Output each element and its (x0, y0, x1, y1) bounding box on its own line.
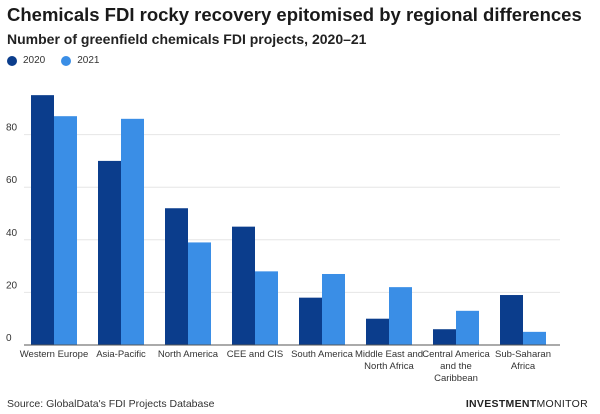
x-tick-label-line: Africa (511, 361, 536, 372)
axes: 0 20 40 60 80 Western Europe Asia-Pacific North… (6, 123, 560, 384)
chart-legend: 2020 2021 (7, 55, 100, 66)
bar-2020 (31, 95, 54, 346)
bar-2020 (232, 226, 255, 345)
chart-title: Chemicals FDI rocky recovery epitomised … (7, 4, 582, 25)
bar-2020 (299, 297, 322, 345)
x-tick-label-line: Sub-Saharan (495, 349, 551, 360)
y-tick-label: 40 (6, 228, 18, 239)
x-tick-label: Middle East and North Africa (355, 349, 423, 372)
brand-logo: INVESTMENTMONITOR (466, 398, 588, 410)
brand-logo-regular: MONITOR (536, 398, 588, 410)
bar-2021 (322, 273, 345, 345)
x-tick-label-line: Middle East and (355, 349, 423, 360)
x-tick-label: CEE and CIS (227, 349, 284, 360)
legend-label-2020: 2020 (23, 55, 46, 66)
y-tick-label: 0 (6, 333, 12, 344)
legend-swatch-2021 (61, 55, 72, 66)
x-tick-label-line: and the (440, 361, 472, 372)
bars (31, 95, 546, 346)
bar-2021 (121, 118, 144, 345)
bar-2021 (188, 242, 211, 345)
legend-item-2020: 2020 (7, 55, 45, 66)
x-tick-label-line: Central America (422, 349, 490, 360)
x-tick-label: South America (291, 349, 353, 360)
bar-2021 (456, 310, 479, 345)
bar-2020 (500, 295, 523, 345)
bar-2020 (165, 208, 188, 345)
legend-label-2021: 2021 (77, 55, 100, 66)
x-tick-label-line: Caribbean (434, 373, 478, 384)
x-tick-label-line: North America (158, 349, 219, 360)
x-tick-label: Western Europe (20, 349, 88, 360)
y-tick-label: 60 (6, 175, 18, 186)
bar-2021 (389, 287, 412, 345)
bar-2020 (433, 329, 456, 345)
bar-2020 (366, 318, 389, 345)
x-tick-label: Sub-Saharan Africa (495, 349, 551, 372)
bar-2021 (54, 116, 77, 345)
x-tick-label-line: Asia-Pacific (96, 349, 146, 360)
source-note: Source: GlobalData's FDI Projects Databa… (7, 398, 215, 410)
chart-subtitle: Number of greenfield chemicals FDI proje… (7, 31, 367, 47)
legend-item-2021: 2021 (61, 55, 100, 66)
bar-2020 (98, 160, 121, 345)
x-tick-label: North America (158, 349, 219, 360)
x-tick-label-line: CEE and CIS (227, 349, 284, 360)
x-tick-label-line: North Africa (364, 361, 414, 372)
x-tick-label: Asia-Pacific (96, 349, 146, 360)
x-tick-label-line: Western Europe (20, 349, 88, 360)
legend-swatch-2020 (7, 55, 17, 66)
bar-2021 (523, 331, 546, 345)
y-tick-label: 80 (6, 123, 18, 134)
bar-2021 (255, 271, 278, 345)
x-tick-label-line: South America (291, 349, 353, 360)
y-tick-label: 20 (6, 280, 18, 291)
x-tick-label: Central America and the Caribbean (422, 349, 490, 384)
brand-logo-bold: INVESTMENT (465, 398, 537, 410)
